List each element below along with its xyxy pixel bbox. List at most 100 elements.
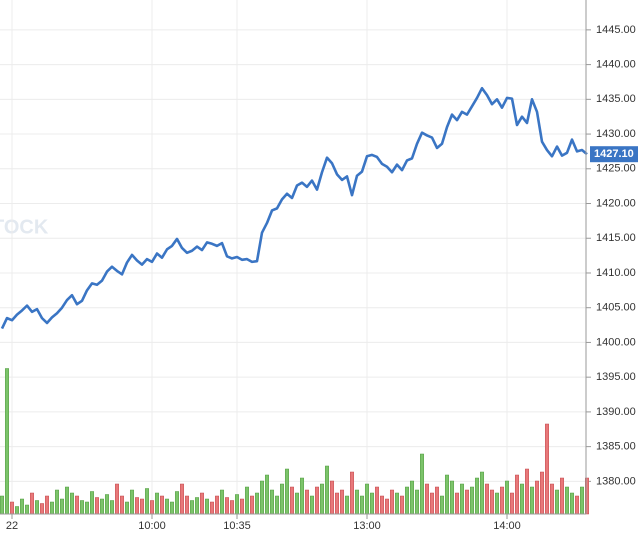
volume-bar [415, 489, 419, 515]
x-tick-label: 14:00 [493, 520, 521, 532]
volume-bar [275, 495, 279, 515]
volume-bar [215, 495, 219, 515]
y-tick-label: 1405.00 [596, 302, 636, 314]
volume-bar [470, 486, 474, 515]
volume-bar [70, 492, 74, 515]
volume-bar [575, 495, 579, 515]
volume-bar [405, 486, 409, 515]
volume-bar [90, 491, 94, 515]
volume-bar [440, 495, 444, 515]
y-tick-label: 1380.00 [596, 475, 636, 487]
volume-bar [465, 489, 469, 515]
volume-bar [35, 500, 39, 515]
volume-bar [255, 492, 259, 515]
y-tick-label: 1390.00 [596, 406, 636, 418]
volume-bar [350, 471, 354, 515]
volume-bar [330, 480, 334, 515]
volume-bar [535, 480, 539, 515]
volume-bar [370, 492, 374, 515]
volume-bar [295, 492, 299, 515]
volume-bar [555, 489, 559, 515]
volume-bar [360, 495, 364, 515]
last-price-label: 1427.10 [594, 148, 634, 160]
volume-bar [190, 500, 194, 515]
volume-bar [200, 492, 204, 515]
volume-bar [20, 498, 24, 515]
volume-bar [570, 492, 574, 515]
volume-bar [290, 486, 294, 515]
volume-bar [435, 486, 439, 515]
volume-bar [50, 501, 54, 515]
y-tick-label: 1425.00 [596, 163, 636, 175]
volume-bar [500, 486, 504, 515]
volume-bar [60, 498, 64, 515]
volume-bar [540, 471, 544, 515]
volume-bar [40, 503, 44, 515]
y-tick-label: 1420.00 [596, 197, 636, 209]
watermark: TOCK [0, 216, 49, 238]
volume-bar [15, 506, 19, 515]
volume-bar [165, 498, 169, 515]
volume-bar [280, 483, 284, 515]
volume-bar [235, 494, 239, 515]
volume-bar [125, 501, 129, 515]
volume-bar [320, 483, 324, 515]
volume-bar [475, 477, 479, 515]
volume-bar [205, 498, 209, 515]
volume-bar [245, 486, 249, 515]
volume-bar [305, 489, 309, 515]
y-tick-label: 1415.00 [596, 232, 636, 244]
volume-bar [450, 480, 454, 515]
last-price-badge [590, 146, 638, 163]
volume-bar [210, 501, 214, 515]
y-tick-label: 1445.00 [596, 24, 636, 36]
volume-bar [195, 497, 199, 515]
volume-bar [240, 498, 244, 515]
volume-bar [130, 489, 134, 515]
volume-bar [120, 495, 124, 515]
volume-bar [345, 495, 349, 515]
x-tick-label: 22 [6, 520, 18, 532]
x-tick-label: 13:00 [353, 520, 381, 532]
y-tick-label: 1440.00 [596, 59, 636, 71]
volume-bar [110, 500, 114, 515]
volume-bar [65, 486, 69, 515]
volume-bar [445, 474, 449, 515]
volume-bar [580, 486, 584, 515]
volume-bar [155, 492, 159, 515]
volume-bar [480, 471, 484, 515]
volume-bar [490, 489, 494, 515]
volume-bar [30, 492, 34, 515]
volume-bar [140, 498, 144, 515]
volume-bar [265, 474, 269, 515]
y-tick-label: 1435.00 [596, 93, 636, 105]
volume-bar [425, 483, 429, 515]
volume-bar [185, 495, 189, 515]
y-tick-label: 1385.00 [596, 441, 636, 453]
volume-bar [220, 489, 224, 515]
volume-bar [520, 483, 524, 515]
volume-bar [5, 368, 9, 515]
volume-bar [525, 468, 529, 515]
volume-bar [260, 480, 264, 515]
volume-bar [25, 504, 29, 515]
y-tick-label: 1430.00 [596, 128, 636, 140]
x-tick-label: 10:00 [138, 520, 166, 532]
volume-bar [250, 495, 254, 515]
volume-bar [430, 492, 434, 515]
volume-bar [385, 498, 389, 515]
volume-bar [340, 489, 344, 515]
volume-bar [420, 453, 424, 515]
volume-bar [390, 489, 394, 515]
volume-bar [325, 465, 329, 515]
price-line [0, 86, 588, 330]
volume-bar [485, 483, 489, 515]
volume-bar [55, 489, 59, 515]
volume-bar [400, 495, 404, 515]
volume-bar [380, 495, 384, 515]
volume-bar [550, 483, 554, 515]
volume-bar [285, 468, 289, 515]
x-tick-label: 10:35 [223, 520, 251, 532]
volume-bar [180, 483, 184, 515]
